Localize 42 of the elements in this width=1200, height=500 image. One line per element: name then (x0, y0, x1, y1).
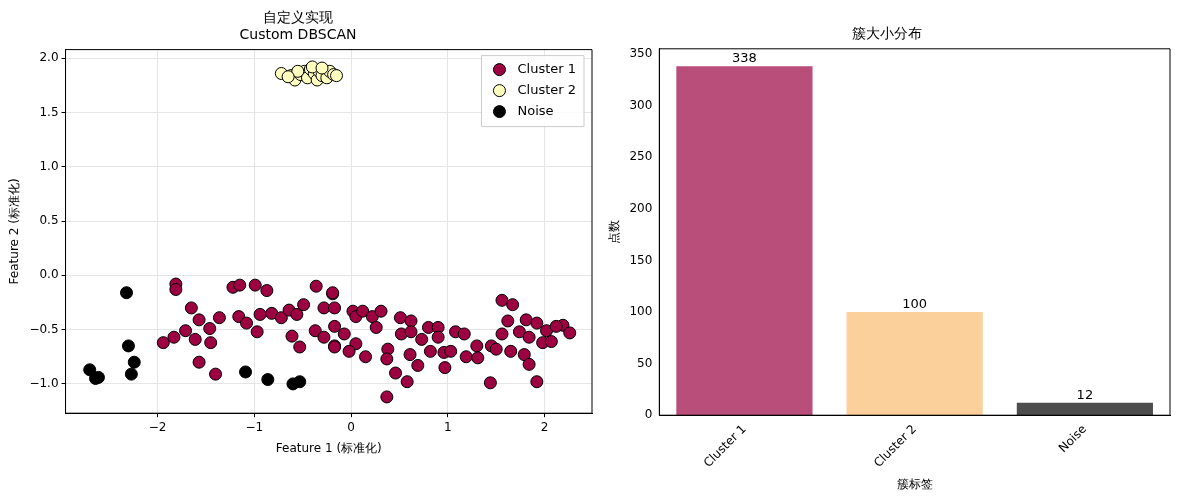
data-label: 12 (1076, 386, 1094, 402)
x-axis-title: Feature 1 (标准化) (275, 440, 382, 455)
bar (1016, 402, 1153, 416)
legend-label: Cluster 1 (517, 60, 576, 76)
y-axis-title: 点数 (607, 220, 622, 244)
x-tick-label: −1 (245, 419, 264, 434)
y-tick-label: −1.0 (29, 376, 59, 391)
chart-title: 自定义实现 Custom DBSCAN (239, 9, 357, 42)
point (261, 373, 275, 387)
data-label: 338 (732, 50, 757, 66)
point (121, 339, 135, 353)
y-tick-label: 0.0 (39, 267, 59, 282)
y-tick-label: 50 (637, 355, 653, 370)
point (120, 286, 134, 300)
y-tick-label: 150 (629, 252, 653, 267)
y-tick-label: 1.0 (39, 158, 59, 173)
x-tick-label: 0 (347, 419, 355, 434)
x-axis-title: 簇标签 (896, 476, 933, 491)
y-tick-label: 300 (629, 97, 653, 112)
legend-label: Noise (517, 102, 554, 118)
y-axis-title: Feature 2 (标准化) (7, 178, 22, 285)
x-tick-label: −2 (148, 419, 167, 434)
y-tick-label: −0.5 (29, 321, 59, 336)
point (293, 375, 307, 389)
y-tick-label: 1.5 (39, 104, 59, 119)
bar (846, 311, 983, 416)
legend-label: Cluster 2 (517, 81, 576, 97)
y-tick-label: 350 (629, 46, 653, 61)
bar (676, 66, 813, 416)
point (239, 365, 253, 379)
y-tick-label: 0 (644, 407, 653, 422)
y-tick-label: 250 (629, 149, 653, 164)
chart-title: 簇大小分布 (852, 25, 922, 42)
x-tick-label: 2 (540, 419, 549, 434)
point (124, 367, 138, 381)
y-tick-label: 0.5 (39, 213, 59, 228)
y-tick-label: 200 (629, 200, 653, 215)
point (127, 355, 141, 369)
data-label: 100 (902, 295, 928, 311)
y-tick-label: 2.0 (39, 50, 59, 65)
x-tick-label: 1 (443, 419, 452, 434)
y-tick-label: 100 (629, 304, 653, 319)
